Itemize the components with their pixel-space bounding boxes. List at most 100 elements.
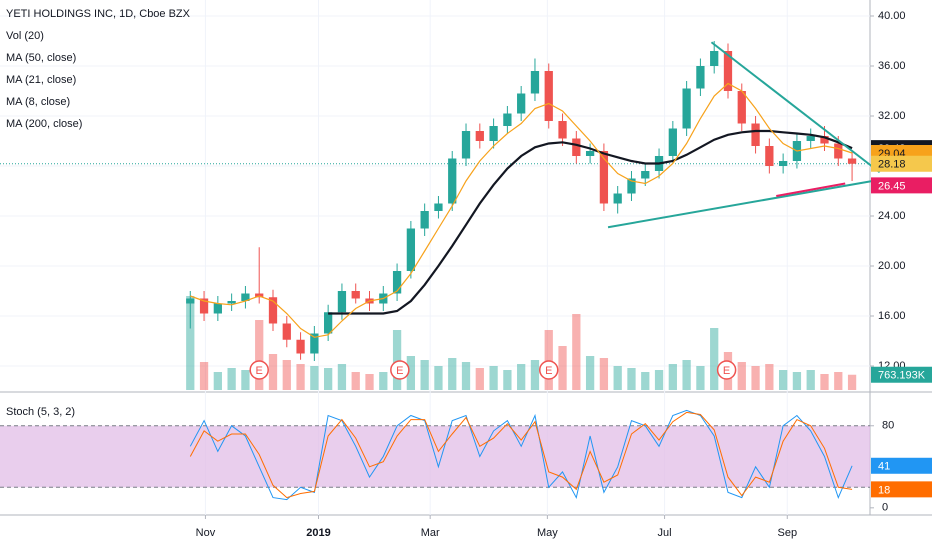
- moving-average: [328, 129, 853, 315]
- volume-bar: [710, 328, 719, 390]
- moving-average: [190, 82, 853, 338]
- candle-body: [186, 298, 195, 304]
- stoch-tick-label: 80: [882, 420, 894, 432]
- price-badge-label: 28.18: [878, 159, 906, 171]
- y-tick-label: 40.00: [878, 10, 906, 22]
- candle-body: [517, 93, 526, 114]
- volume-bar: [503, 370, 512, 390]
- volume-bar: [213, 372, 222, 390]
- earnings-label: E: [256, 365, 263, 377]
- candle-body: [765, 146, 774, 166]
- candle-body: [241, 293, 250, 301]
- earnings-label: E: [723, 365, 730, 377]
- candle-body: [627, 178, 636, 194]
- candle-body: [668, 128, 677, 156]
- volume-bar: [544, 330, 553, 390]
- volume-bar: [461, 362, 471, 390]
- candle-body: [227, 301, 236, 304]
- volume-bar: [434, 366, 443, 390]
- volume-bar: [834, 372, 843, 390]
- volume-bar: [282, 360, 291, 390]
- y-tick-label: 16.00: [878, 310, 906, 322]
- candle-body: [820, 136, 829, 144]
- volume-bar: [199, 362, 209, 390]
- candle-body: [585, 151, 595, 156]
- candle-body: [530, 71, 540, 94]
- candle-body: [737, 91, 746, 124]
- stoch-title: Stoch (5, 3, 2): [6, 406, 75, 418]
- volume-bar: [668, 364, 677, 390]
- y-tick-label: 32.00: [878, 110, 906, 122]
- stoch-badge: [871, 481, 932, 498]
- volume-bar: [379, 372, 388, 390]
- legend-entry: MA (21, close): [6, 74, 76, 86]
- stoch-badge: [871, 457, 932, 474]
- candle-body: [710, 51, 719, 66]
- legend-entry: Vol (20): [6, 30, 44, 42]
- candle-body: [268, 297, 278, 324]
- volume-bar: [558, 346, 567, 390]
- candle-body: [282, 323, 291, 340]
- candle-body: [682, 88, 691, 129]
- volume-bar: [489, 366, 498, 390]
- volume-bar: [186, 296, 195, 390]
- candle-body: [310, 333, 319, 354]
- candle-body: [599, 151, 609, 204]
- candle-body: [448, 158, 457, 204]
- x-tick-label: Mar: [421, 527, 440, 539]
- candle-body: [723, 51, 733, 91]
- candle-body: [434, 203, 443, 211]
- volume-bar: [806, 370, 815, 390]
- legend-entry: MA (50, close): [6, 52, 76, 64]
- candle-body: [558, 121, 567, 139]
- volume-bar: [779, 370, 788, 390]
- trendline: [710, 41, 881, 174]
- earnings-marker: [538, 360, 559, 380]
- volume-bar: [820, 374, 829, 390]
- volume-bar: [351, 372, 360, 390]
- candle-body: [296, 339, 305, 354]
- volume-bar: [420, 360, 429, 390]
- candle-body: [337, 291, 347, 313]
- earnings-marker: [390, 360, 410, 380]
- volume-bar: [737, 362, 746, 390]
- price-badge: [871, 177, 932, 194]
- y-tick-label: 20.00: [878, 260, 906, 272]
- volume-bar: [517, 364, 526, 390]
- volume-bar: [337, 364, 347, 390]
- trendline: [776, 182, 846, 197]
- volume-bar: [792, 372, 802, 390]
- stoch-badge-label: 18: [878, 484, 890, 496]
- earnings-marker: [716, 360, 737, 380]
- volume-bar: [585, 356, 595, 390]
- y-tick-label: 36.00: [878, 60, 906, 72]
- candle-body: [489, 126, 498, 141]
- y-tick-label: 24.00: [878, 210, 906, 222]
- x-tick-label: May: [537, 527, 558, 539]
- candle-body: [806, 136, 815, 141]
- volume-bar: [365, 374, 374, 390]
- volume-bar: [241, 370, 250, 390]
- x-tick-label: Sep: [777, 527, 797, 539]
- volume-bar: [296, 364, 305, 390]
- volume-bar: [268, 354, 278, 390]
- candle-body: [696, 66, 705, 89]
- legend-entry: MA (200, close): [6, 118, 82, 130]
- volume-bar: [324, 368, 333, 390]
- volume-bar: [654, 370, 664, 390]
- volume-bar: [765, 364, 774, 390]
- volume-bar: [392, 330, 402, 390]
- volume-badge: [871, 366, 932, 383]
- candle-body: [613, 193, 622, 204]
- volume-bar: [255, 320, 264, 390]
- candle-body: [475, 131, 484, 141]
- price-badge: [871, 155, 932, 172]
- candle-body: [324, 312, 333, 334]
- trendline: [607, 178, 880, 229]
- candle-body: [461, 131, 471, 159]
- volume-bar: [751, 366, 760, 390]
- volume-badge-label: 763.193K: [878, 370, 926, 382]
- candle-body: [779, 161, 788, 166]
